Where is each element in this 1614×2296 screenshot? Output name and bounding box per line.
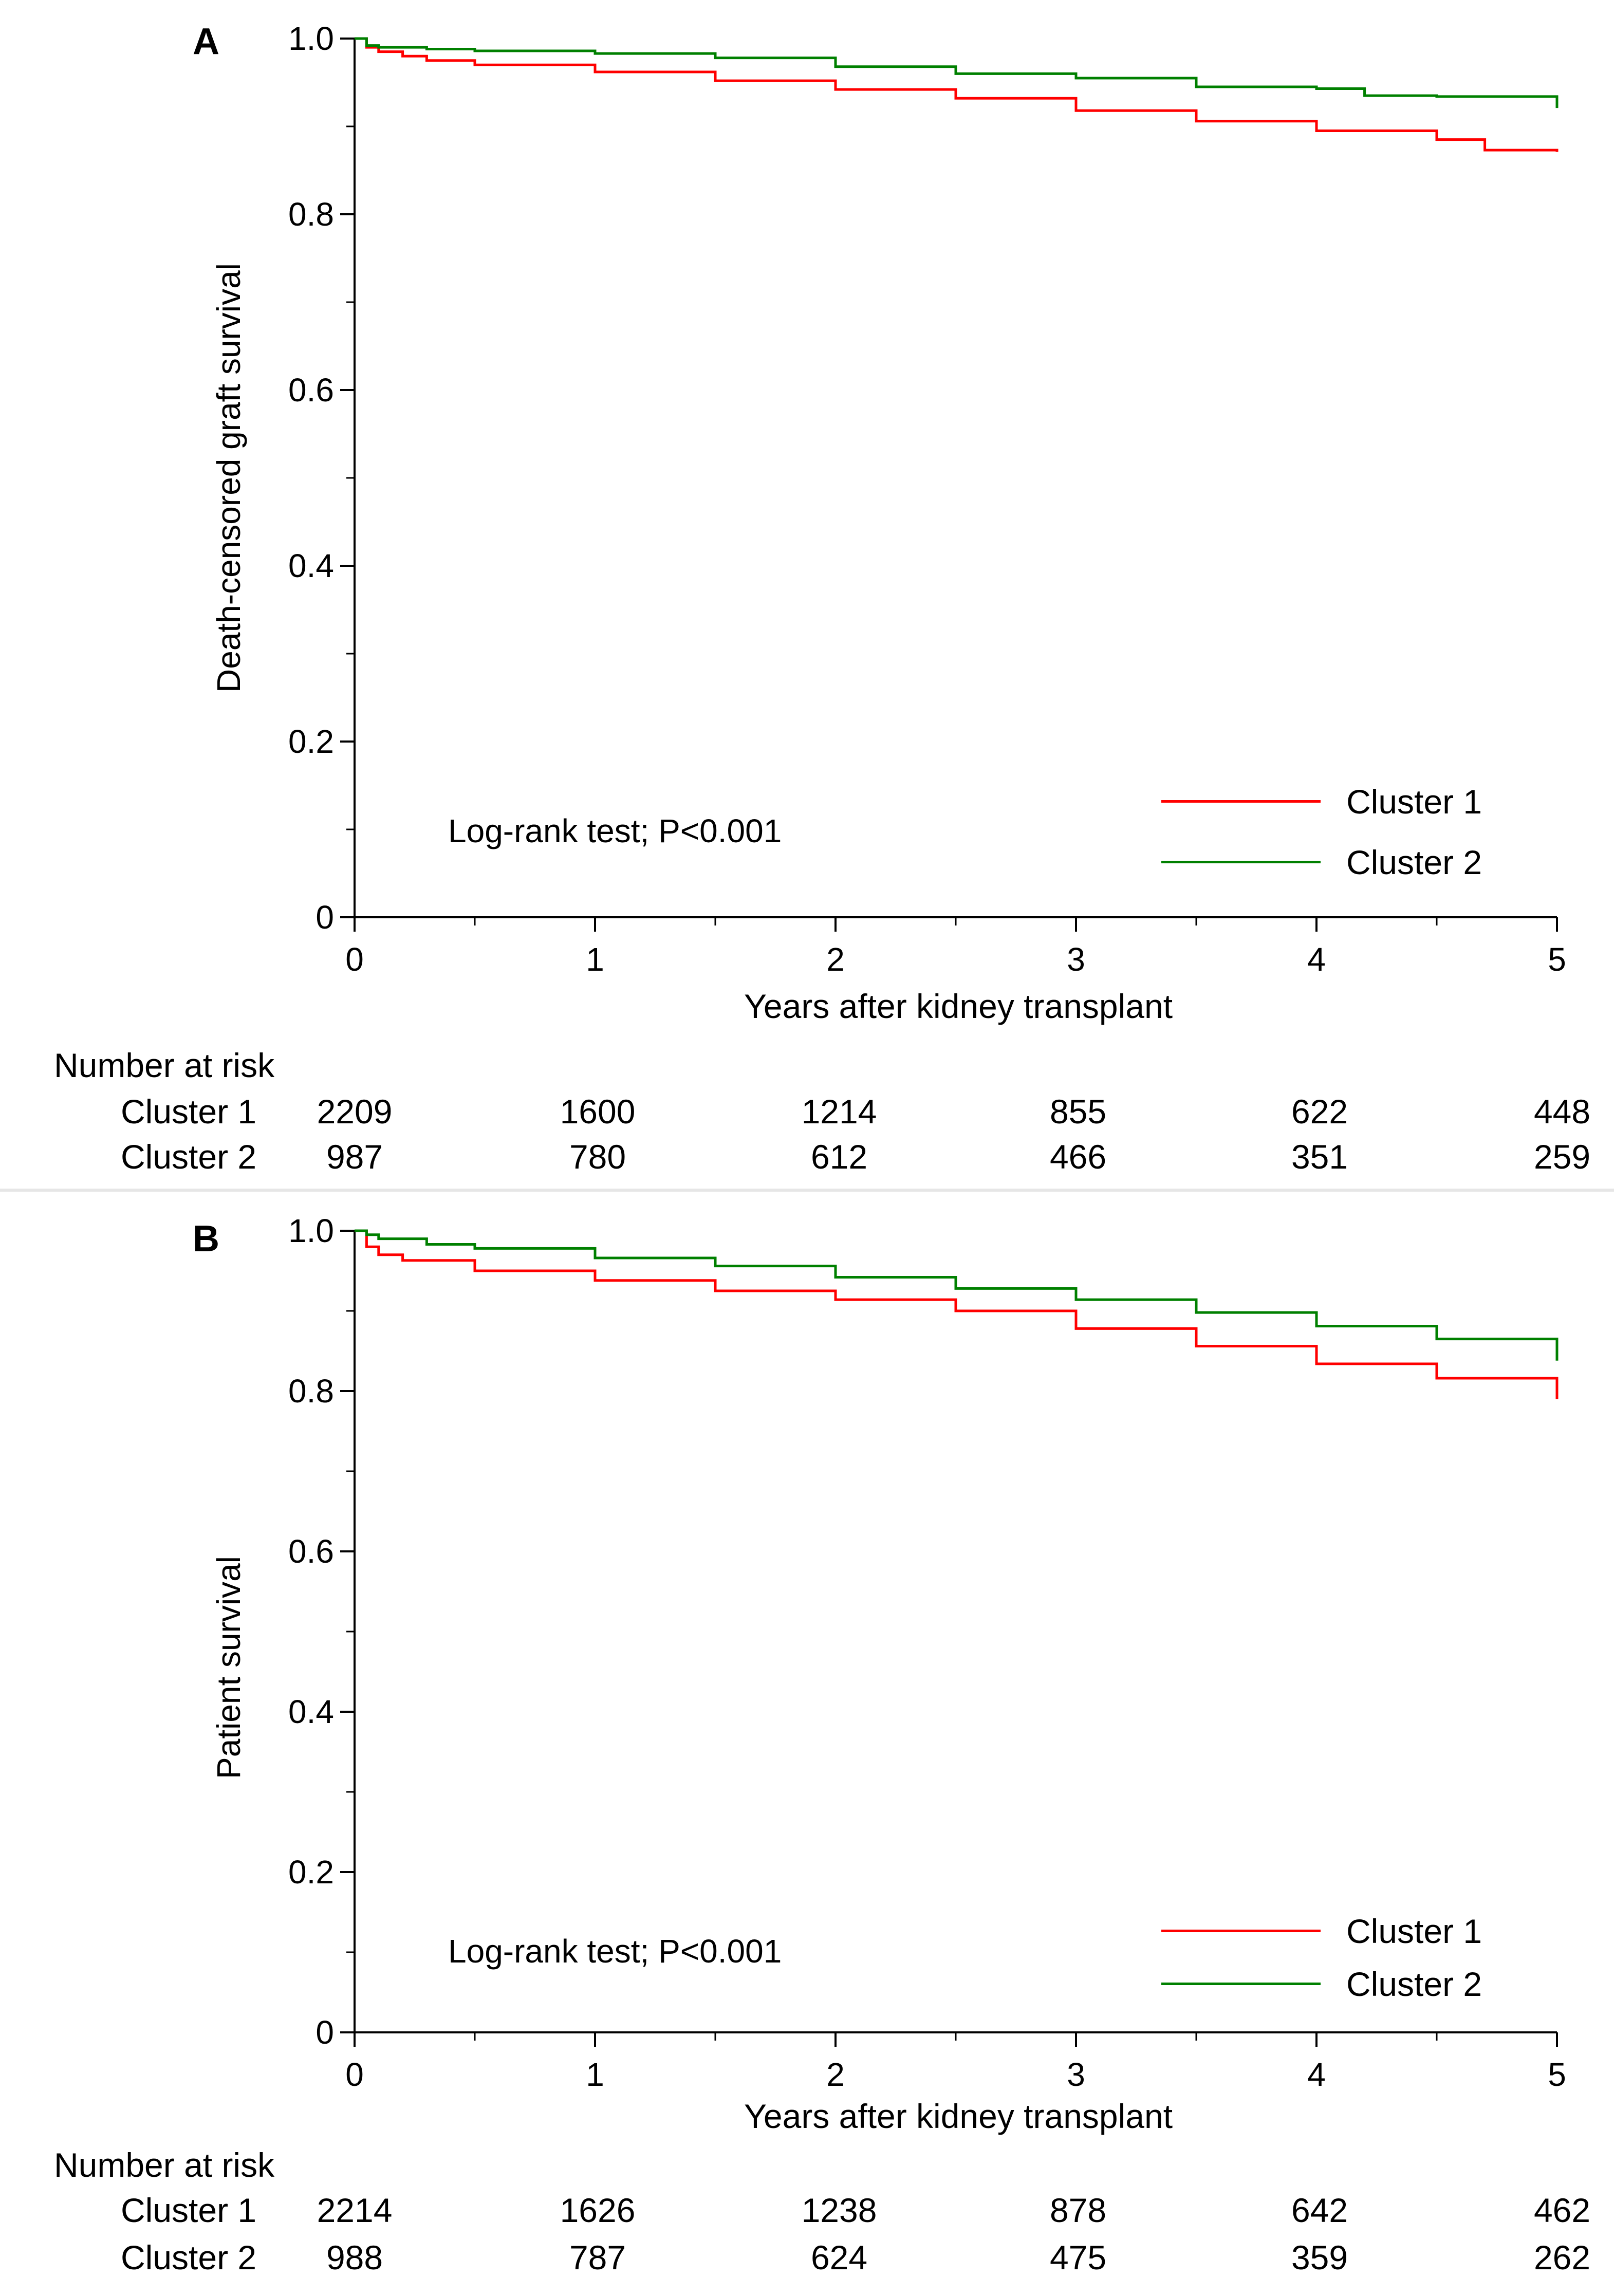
panel-a: A Death-censored graft survival 0 0.2 0.… (54, 20, 1591, 1176)
risk-value: 1238 (801, 2191, 877, 2229)
x-tick-label: 2 (826, 2056, 845, 2093)
legend-line-cluster-2 (1161, 1983, 1321, 1985)
y-tick-label: 1.0 (288, 1212, 334, 1249)
x-tick-label: 3 (1067, 941, 1085, 978)
panel-divider (0, 1189, 1614, 1192)
risk-value: 359 (1291, 2238, 1348, 2276)
legend-label-cluster-2: Cluster 2 (1346, 1965, 1482, 2003)
risk-value: 780 (569, 1138, 626, 1176)
x-tick-label: 4 (1307, 941, 1326, 978)
risk-table-title: Number at risk (54, 2146, 275, 2184)
risk-value: 259 (1533, 1138, 1591, 1176)
risk-value: 466 (1049, 1138, 1107, 1176)
legend-line-cluster-1 (1161, 1930, 1321, 1932)
y-tick-label: 0.8 (288, 196, 334, 233)
risk-value: 624 (810, 2238, 868, 2276)
legend-label-cluster-1: Cluster 1 (1346, 1912, 1482, 1950)
y-tick-label: 0.6 (288, 372, 334, 409)
series-line-cluster-2 (355, 37, 1559, 108)
risk-value: 642 (1291, 2191, 1348, 2229)
series-line-cluster-1 (355, 1229, 1559, 1399)
plot-area (340, 37, 1559, 932)
x-axis-label: Years after kidney transplant (744, 987, 1173, 1025)
risk-value: 988 (326, 2238, 383, 2276)
panel-b: B Patient survival 0 0.2 0.4 0.6 0.8 1.0… (0, 1190, 1614, 2296)
x-tick-label: 3 (1067, 2056, 1085, 2093)
y-tick-label: 0 (316, 2014, 334, 2051)
y-tick-label: 0.2 (288, 723, 334, 760)
panel-label: A (193, 21, 219, 62)
risk-row-label: Cluster 2 (121, 1138, 257, 1176)
legend-label-cluster-2: Cluster 2 (1346, 843, 1482, 881)
risk-value: 2209 (317, 1093, 393, 1131)
risk-value: 1626 (560, 2191, 636, 2229)
risk-value: 2214 (317, 2191, 393, 2229)
y-tick-label: 0.8 (288, 1373, 334, 1410)
y-tick-label: 0.4 (288, 547, 334, 584)
risk-value: 622 (1291, 1093, 1348, 1131)
legend-line-cluster-2 (1161, 861, 1321, 863)
risk-value: 612 (810, 1138, 868, 1176)
x-tick-label: 0 (345, 941, 364, 978)
x-tick-label: 2 (826, 941, 845, 978)
x-tick-label: 4 (1307, 2056, 1326, 2093)
log-rank-annotation: Log-rank test; P<0.001 (448, 1933, 782, 1970)
y-tick-label: 0.2 (288, 1854, 334, 1891)
risk-value: 475 (1049, 2238, 1107, 2276)
risk-value: 262 (1533, 2238, 1591, 2276)
series-line-cluster-2 (355, 1229, 1559, 1361)
risk-value: 1214 (801, 1093, 877, 1131)
y-tick-label: 1.0 (288, 20, 334, 57)
series-line-cluster-1 (355, 37, 1559, 152)
x-tick-label: 5 (1548, 2056, 1566, 2093)
risk-value: 855 (1049, 1093, 1107, 1131)
risk-row-label: Cluster 2 (121, 2238, 257, 2276)
y-tick-label: 0 (316, 899, 334, 936)
risk-value: 462 (1533, 2191, 1591, 2229)
x-axis-label: Years after kidney transplant (744, 2097, 1173, 2135)
x-tick-label: 5 (1548, 941, 1566, 978)
panel-label: B (193, 1218, 219, 1260)
risk-table-title: Number at risk (54, 1046, 275, 1084)
risk-value: 1600 (560, 1093, 636, 1131)
risk-value: 987 (326, 1138, 383, 1176)
risk-value: 448 (1533, 1093, 1591, 1131)
risk-value: 878 (1049, 2191, 1107, 2229)
risk-value: 787 (569, 2238, 626, 2276)
risk-value: 351 (1291, 1138, 1348, 1176)
risk-row-label: Cluster 1 (121, 2191, 257, 2229)
legend-line-cluster-1 (1161, 800, 1321, 803)
log-rank-annotation: Log-rank test; P<0.001 (448, 812, 782, 849)
risk-row-label: Cluster 1 (121, 1093, 257, 1131)
plot-area (340, 1229, 1559, 2047)
y-tick-label: 0.4 (288, 1693, 334, 1730)
legend-label-cluster-1: Cluster 1 (1346, 783, 1482, 821)
y-tick-label: 0.6 (288, 1533, 334, 1570)
x-tick-label: 0 (345, 2056, 364, 2093)
x-tick-label: 1 (586, 941, 604, 978)
x-tick-label: 1 (586, 2056, 604, 2093)
